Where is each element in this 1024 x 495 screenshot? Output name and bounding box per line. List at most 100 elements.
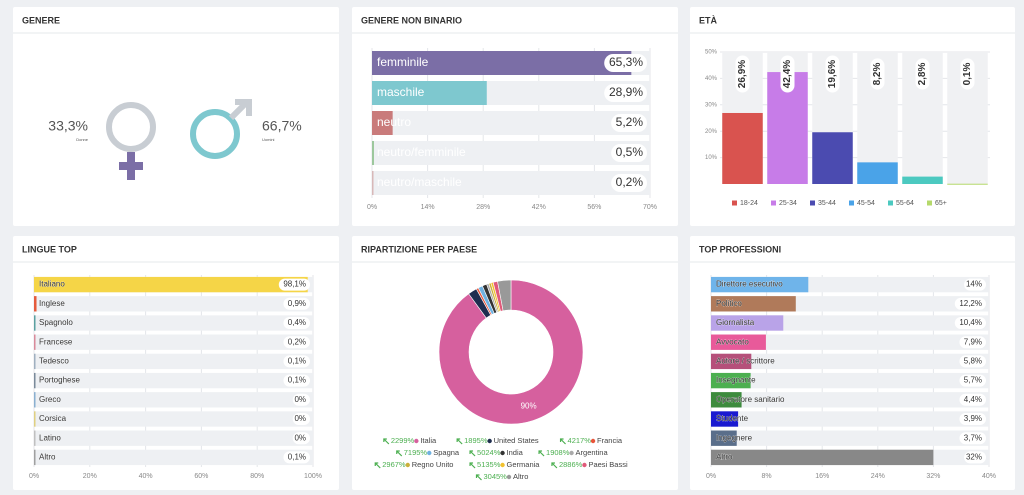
- legend-label: 25-34: [779, 200, 797, 207]
- category-label: neutro: [377, 115, 411, 129]
- legend-swatch: [771, 200, 776, 206]
- bar-track: [34, 392, 313, 408]
- value-label-bg: [292, 413, 310, 425]
- value-label: 66,7%: [262, 118, 302, 134]
- category-label: Altro: [39, 453, 56, 462]
- bar-track: [372, 141, 650, 165]
- value-label-bg: [959, 413, 986, 425]
- value-label-bg: [960, 58, 975, 90]
- slice: [438, 279, 584, 425]
- y-tick-label: 40%: [705, 76, 718, 82]
- bar-track: [34, 449, 313, 466]
- legend-swatch: [487, 438, 492, 444]
- legend-label: 55-64: [896, 200, 914, 207]
- x-tick-label: 8%: [762, 473, 772, 480]
- value-label: 65,3%: [609, 55, 643, 69]
- category-label: Latino: [39, 433, 61, 442]
- bar-track: [34, 334, 313, 350]
- bar: [372, 141, 374, 165]
- bar: [34, 411, 36, 427]
- bar: [812, 132, 853, 184]
- bar: [711, 296, 796, 312]
- male-circle: [190, 109, 240, 159]
- female-icon: [106, 102, 156, 180]
- y-tick-label: 20%: [705, 129, 718, 135]
- legend-swatch: [500, 450, 505, 456]
- legend-label: Regno Unito: [412, 460, 454, 469]
- value-label-bg: [611, 174, 647, 192]
- panel-title: ETÀ: [699, 15, 718, 25]
- value-label-bg: [964, 278, 986, 291]
- category-label: Spagnolo: [39, 318, 73, 327]
- value-label-bg: [954, 297, 986, 310]
- trend-label: 5135%: [477, 460, 501, 469]
- legend-swatch: [732, 200, 737, 206]
- value-label: 0,9%: [288, 299, 306, 308]
- value-label-bg: [825, 55, 840, 93]
- trend-arrow: [374, 462, 381, 469]
- legend-label: 65+: [935, 200, 947, 207]
- bar: [34, 392, 36, 408]
- bar: [711, 315, 784, 331]
- value-label: 3,7%: [964, 433, 982, 442]
- panel-title: RIPARTIZIONE PER PAESE: [361, 244, 477, 254]
- value-label-bg: [604, 84, 647, 102]
- x-tick-label: 24%: [871, 473, 885, 480]
- value-label-bg: [964, 451, 986, 464]
- category-label: Operatore sanitario: [716, 395, 785, 404]
- bar: [34, 372, 36, 389]
- value-label: 32%: [966, 453, 982, 462]
- value-label: 28,9%: [609, 85, 643, 99]
- bar-track: [34, 296, 313, 312]
- bar: [34, 296, 37, 312]
- trend-arrow: [551, 462, 558, 469]
- bar: [34, 449, 36, 466]
- value-label: 90%: [521, 401, 537, 410]
- legend-swatch: [405, 462, 410, 468]
- female-cross-h: [119, 162, 143, 170]
- value-label: 5,8%: [964, 357, 982, 366]
- bar-track: [34, 430, 313, 446]
- x-tick-label: 20%: [83, 473, 97, 480]
- bar: [711, 392, 742, 408]
- value-label-bg: [959, 374, 986, 387]
- legend-label: United States: [494, 436, 539, 445]
- category-label: Francese: [39, 337, 73, 346]
- bar: [711, 449, 934, 466]
- value-label: 0%: [294, 433, 306, 442]
- trend-label: 3045%: [484, 472, 508, 481]
- category-label: Insegnante: [716, 376, 756, 385]
- panel: [13, 7, 339, 226]
- legend-label: Paesi Bassi: [588, 460, 628, 469]
- trend-arrow: [469, 462, 476, 469]
- trend-arrow: [475, 474, 482, 481]
- category-label: Autore / scrittore: [716, 357, 775, 366]
- category-label: Uomini: [262, 137, 275, 142]
- x-tick-label: 14%: [421, 204, 435, 211]
- bar-track: [711, 411, 989, 427]
- legend-swatch: [427, 450, 432, 456]
- panel-title: TOP PROFESSIONI: [699, 244, 781, 254]
- value-label: 0%: [294, 395, 306, 404]
- value-label-bg: [283, 451, 310, 464]
- trend-label: 2967%: [382, 460, 406, 469]
- category-label: Ingegnere: [716, 433, 753, 442]
- legend-label: Francia: [597, 436, 623, 445]
- trend-label: 1895%: [464, 436, 488, 445]
- value-label: 2,8%: [917, 62, 928, 85]
- bar-track: [34, 372, 313, 389]
- x-tick-label: 0%: [29, 473, 39, 480]
- value-label: 0,4%: [288, 318, 306, 327]
- value-label-bg: [954, 317, 986, 329]
- value-label-bg: [283, 374, 310, 387]
- y-tick-label: 50%: [705, 50, 718, 56]
- value-label: 12,2%: [959, 299, 982, 308]
- bar: [34, 334, 36, 350]
- trend-arrow: [396, 450, 403, 457]
- category-label: Inglese: [39, 299, 65, 308]
- x-tick-label: 32%: [926, 473, 940, 480]
- trend-label: 7195%: [404, 448, 428, 457]
- bar: [711, 353, 752, 370]
- trend-arrow: [469, 450, 476, 457]
